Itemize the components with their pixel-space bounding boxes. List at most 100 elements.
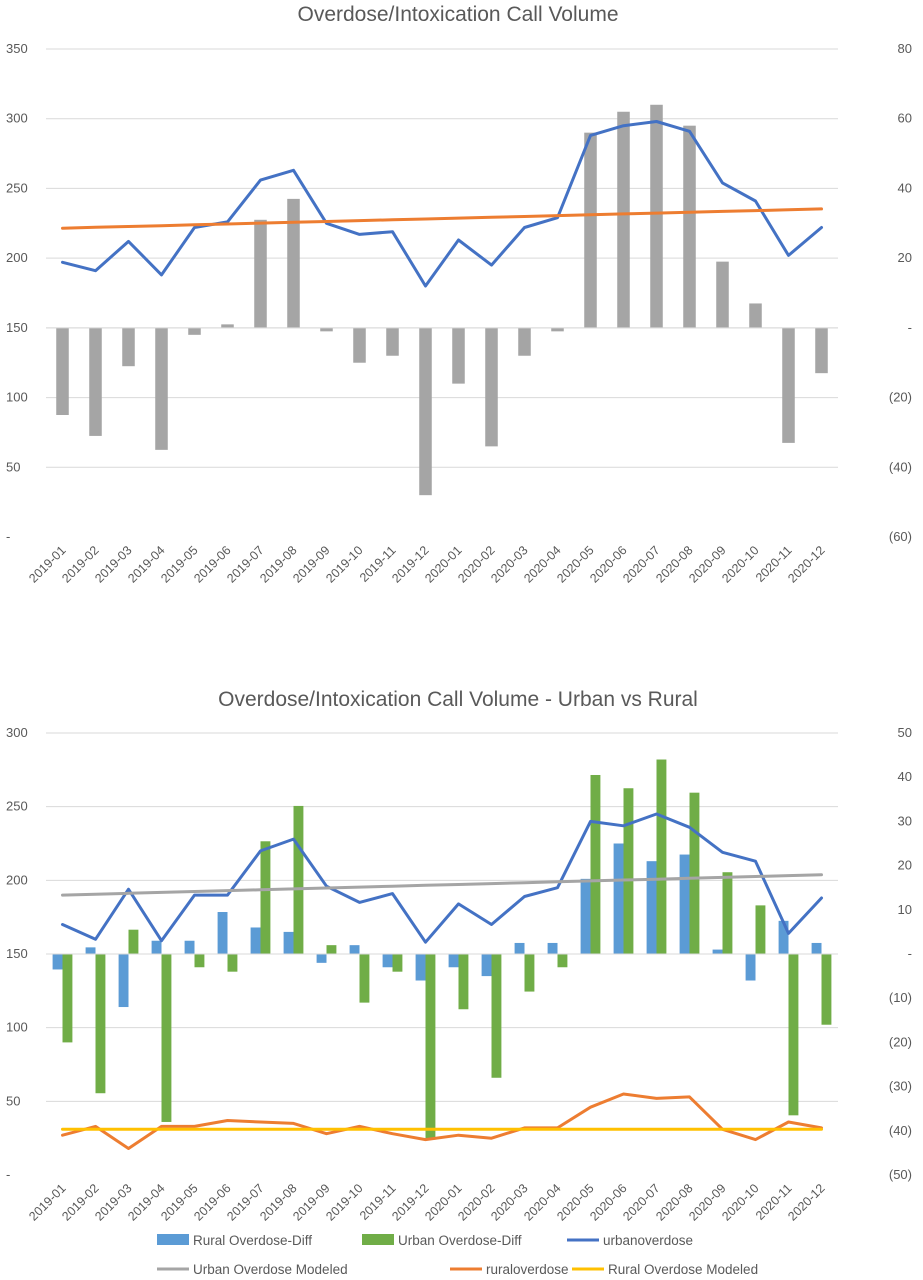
urban-overdose-diff-bar	[458, 954, 469, 1010]
rural-overdose-diff-bar	[415, 954, 426, 981]
rural-overdose-diff-bar	[316, 954, 327, 963]
bar-bar	[518, 327, 531, 356]
urban-overdose-diff-bar	[128, 929, 139, 954]
bar-bar	[749, 303, 762, 328]
urban-overdose-diff-legend-swatch	[362, 1234, 394, 1245]
urban-overdose-diff-bar	[227, 954, 238, 972]
rural-overdose-diff-bar	[85, 947, 96, 954]
urban-overdose-diff-bar	[392, 954, 403, 972]
urban-overdose-diff-bar	[689, 792, 700, 954]
series-1-line	[61, 120, 823, 288]
bar-bar	[221, 324, 234, 328]
y-left-tick-label: 300	[6, 111, 28, 126]
y-left-tick-label: 200	[6, 872, 28, 887]
rural-overdose-diff-bar	[712, 949, 723, 954]
y-right-tick-label: 40	[898, 180, 912, 195]
y-right-tick-label: 50	[898, 725, 912, 740]
urban-overdose-modeled-line	[61, 873, 823, 897]
bar-bar	[386, 327, 399, 356]
rural-overdose-diff-bar	[679, 854, 690, 954]
rural-overdose-modeled-legend-label: Rural Overdose Modeled	[608, 1262, 758, 1277]
series-2-line	[61, 207, 823, 230]
y-right-tick-label: 10	[898, 902, 912, 917]
rural-overdose-diff-bar	[52, 954, 63, 970]
rural-overdose-diff-legend-label: Rural Overdose-Diff	[193, 1233, 312, 1248]
y-right-tick-label: 30	[898, 813, 912, 828]
y-left-tick-label: 150	[6, 946, 28, 961]
y-left-tick-label: 50	[6, 459, 20, 474]
y-right-tick-label: -	[908, 320, 912, 335]
urban-overdose-diff-bar	[656, 759, 667, 954]
y-left-tick-label: 100	[6, 1020, 28, 1035]
rural-overdose-diff-bar	[778, 920, 789, 954]
chart-title: Overdose/Intoxication Call Volume - Urba…	[218, 688, 698, 711]
urban-overdose-diff-bar	[161, 954, 172, 1122]
urban-overdose-diff-legend-label: Urban Overdose-Diff	[398, 1233, 522, 1248]
bar-bar	[584, 132, 597, 328]
rural-overdose-diff-bar	[382, 954, 393, 968]
y-left-tick-label: 150	[6, 320, 28, 335]
x-tick-label: 2020-12	[785, 543, 827, 585]
bar-bar	[815, 327, 828, 374]
rural-overdose-diff-bar	[580, 878, 591, 954]
y-right-tick-label: 20	[898, 250, 912, 265]
bar-bar	[155, 327, 168, 450]
bar-bar	[551, 327, 564, 332]
urban-overdose-diff-bar	[590, 774, 601, 954]
urban-overdose-diff-bar	[722, 872, 733, 954]
urban-overdose-modeled-legend-label: Urban Overdose Modeled	[193, 1262, 348, 1277]
rural-overdose-diff-bar	[349, 945, 360, 954]
rural-overdose-diff-bar	[613, 843, 624, 954]
urban-overdose-diff-bar	[62, 954, 73, 1043]
y-right-tick-label: (40)	[889, 1123, 912, 1138]
rural-overdose-diff-bar	[646, 861, 657, 954]
bar-bar	[254, 219, 267, 328]
bar-bar	[650, 104, 663, 328]
x-tick-label: 2019-10	[323, 1181, 365, 1223]
bar-bar	[716, 261, 729, 328]
bar-bar	[485, 327, 498, 447]
bar-bar	[89, 327, 102, 436]
rural-overdose-diff-bar	[547, 942, 558, 954]
urban-overdose-diff-bar	[425, 954, 436, 1140]
rural-overdose-diff-legend-swatch	[157, 1234, 189, 1245]
rural-overdose-diff-bar	[151, 940, 162, 954]
y-left-tick-label: 350	[6, 41, 28, 56]
rural-overdose-diff-bar	[250, 927, 261, 954]
rural-overdose-diff-bar	[481, 954, 492, 977]
urban-overdose-diff-bar	[359, 954, 370, 1003]
y-right-tick-label: (20)	[889, 390, 912, 405]
bar-bar	[122, 327, 135, 367]
urban-overdose-diff-bar	[293, 805, 304, 954]
rural-overdose-diff-bar	[811, 942, 822, 954]
y-right-tick-label: (50)	[889, 1167, 912, 1182]
x-tick-label: 2020-10	[719, 1181, 761, 1223]
y-left-tick-label: -	[6, 529, 10, 544]
y-right-tick-label: 80	[898, 41, 912, 56]
bar-bar	[287, 198, 300, 328]
y-left-tick-label: 300	[6, 725, 28, 740]
rural-overdose-diff-bar	[283, 931, 294, 954]
urban-overdose-diff-bar	[755, 905, 766, 954]
bar-bar	[617, 111, 630, 328]
ruraloverdose-line	[61, 1092, 823, 1150]
urbanoverdose-line	[61, 812, 823, 944]
rural-overdose-diff-bar	[184, 940, 195, 954]
y-left-tick-label: 100	[6, 390, 28, 405]
urban-overdose-diff-bar	[491, 954, 502, 1078]
x-tick-label: 2020-12	[785, 1181, 827, 1223]
bar-bar	[419, 327, 432, 496]
bar-bar	[452, 327, 465, 384]
rural-overdose-diff-bar	[448, 954, 459, 968]
y-right-tick-label: 40	[898, 769, 912, 784]
urbanoverdose-legend-label: urbanoverdose	[603, 1233, 693, 1248]
rural-overdose-diff-bar	[514, 942, 525, 954]
ruraloverdose-legend-label: ruraloverdose	[486, 1262, 569, 1277]
bar-bar	[56, 327, 69, 415]
y-right-tick-label: (20)	[889, 1034, 912, 1049]
bar-bar	[188, 327, 201, 335]
urban-overdose-diff-bar	[524, 954, 535, 992]
x-tick-label: 2019-10	[323, 543, 365, 585]
urban-overdose-diff-bar	[95, 954, 106, 1094]
